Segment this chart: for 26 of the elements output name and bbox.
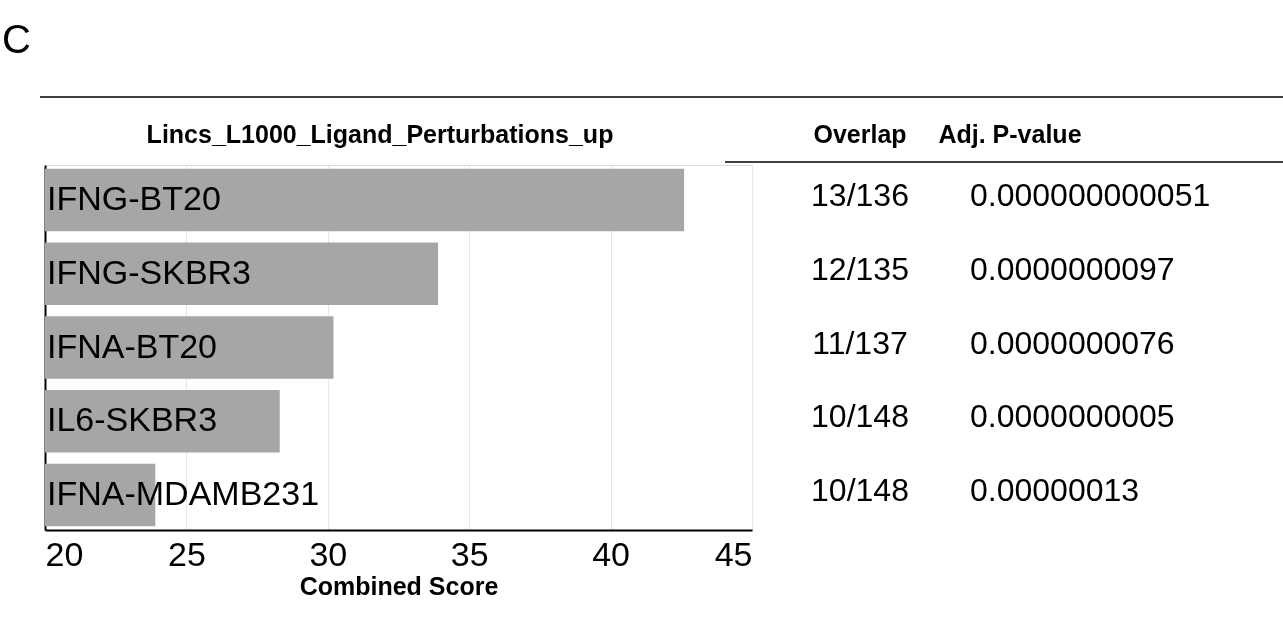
- y-tick-label: IFNA-MDAMB231: [47, 473, 320, 512]
- y-tick-label: IFNG-SKBR3: [47, 252, 252, 291]
- text: 0.000000000051: [970, 177, 1211, 214]
- text: Overlap: [813, 120, 907, 148]
- text: 0.00000013: [970, 471, 1140, 508]
- text: 12/135: [811, 250, 909, 287]
- text: 0.0000000005: [970, 398, 1175, 435]
- text: 0.0000000097: [970, 250, 1175, 287]
- text: Adj. P-value: [938, 120, 1082, 148]
- x-tick-label: 25: [167, 534, 206, 573]
- x-tick-label: 20: [45, 534, 84, 573]
- chart-title: Lincs_L1000_Ligand_Perturbations_up: [146, 120, 614, 148]
- x-tick-label: 45: [714, 534, 753, 573]
- text: 11/137: [812, 324, 908, 361]
- x-axis-title: Combined Score: [299, 571, 499, 600]
- x-tick-label: 35: [450, 534, 489, 573]
- y-tick-label: IFNA-BT20: [47, 326, 218, 365]
- text: 10/148: [811, 471, 909, 508]
- text: C: [2, 17, 31, 61]
- text: 10/148: [811, 398, 909, 435]
- x-tick-label: 40: [592, 534, 631, 573]
- text: 0.0000000076: [970, 324, 1175, 361]
- text: 13/136: [811, 177, 909, 214]
- x-tick-label: 30: [309, 534, 348, 573]
- y-tick-label: IL6-SKBR3: [47, 400, 218, 439]
- y-tick-label: IFNG-BT20: [47, 179, 221, 218]
